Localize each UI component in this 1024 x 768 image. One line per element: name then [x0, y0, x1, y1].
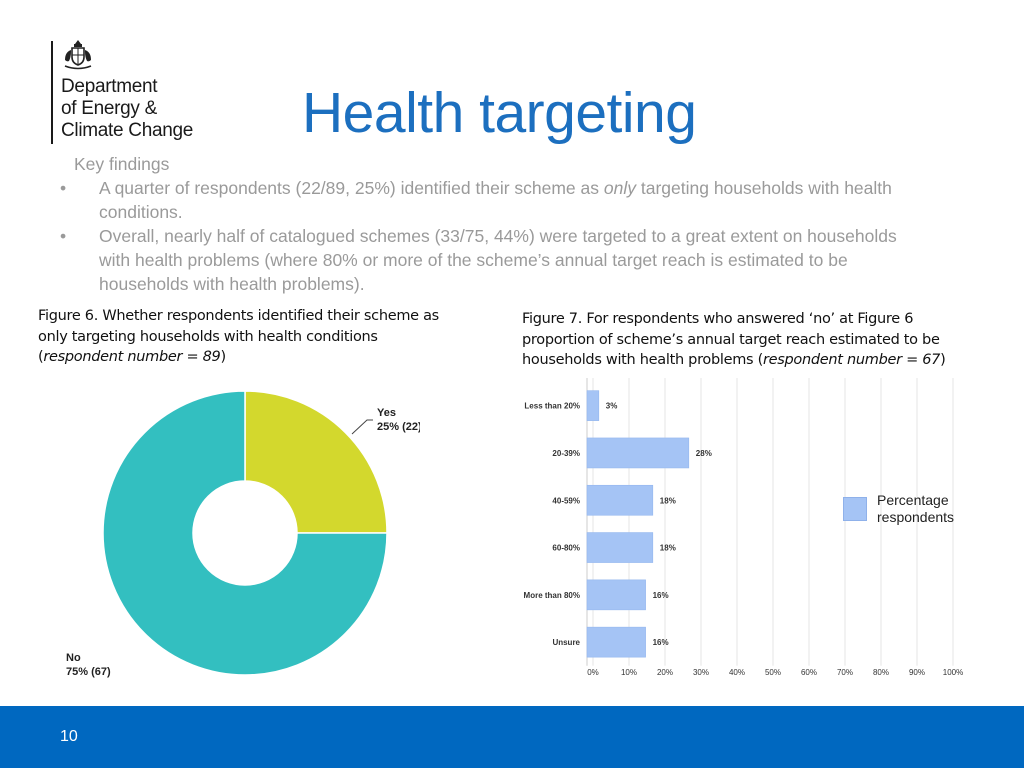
- bar-xtick-label: 30%: [693, 668, 709, 677]
- bar-xtick-label: 80%: [873, 668, 889, 677]
- donut-chart-container: Yes 25% (22) No 75% (67): [60, 390, 422, 690]
- footer-bar: 10: [0, 706, 1024, 768]
- bar-xtick-label: 40%: [729, 668, 745, 677]
- finding-text-1b: targeting households with health conditi…: [99, 178, 892, 222]
- pie-label-yes-value: 25% (22): [377, 421, 420, 433]
- pie-label-yes-name: Yes: [377, 407, 396, 419]
- bar-value-label: 16%: [653, 638, 669, 647]
- figure6-caption-italic: respondent number = 89: [43, 349, 221, 365]
- bar-value-label: 18%: [660, 544, 676, 553]
- page-number: 10: [60, 728, 78, 745]
- bar-xtick-label: 10%: [621, 668, 637, 677]
- donut-chart: Yes 25% (22) No 75% (67): [66, 390, 422, 678]
- bullet-icon: •: [60, 226, 67, 246]
- bar-xtick-label: 90%: [909, 668, 925, 677]
- key-findings-heading: Key findings: [74, 154, 170, 174]
- figure7-caption: Figure 7. For respondents who answered ‘…: [522, 309, 962, 371]
- figure6-caption-text: Figure 6. Whether respondents identified…: [38, 308, 439, 365]
- bar-value-label: 3%: [606, 402, 618, 411]
- finding-text-1a: A quarter of respondents (22/89, 25%) id…: [99, 178, 604, 198]
- figure7-caption-italic: respondent number = 67: [762, 352, 941, 368]
- bar-xtick-label: 70%: [837, 668, 853, 677]
- pie-label-no-value: 75% (67): [66, 666, 111, 678]
- department-name: Department of Energy & Climate Change: [61, 76, 193, 142]
- bar-chart: 0% 10% 20% 30% 40% 50% 60% 70% 80% 90% 100% Less th…: [524, 378, 963, 677]
- bar-xtick-label: 50%: [765, 668, 781, 677]
- pie-leader-line: [351, 419, 373, 435]
- bar-0: [586, 390, 600, 421]
- royal-crest-icon: [64, 40, 92, 70]
- finding-item: • A quarter of respondents (22/89, 25%) i…: [56, 176, 926, 224]
- bar-1: [586, 437, 690, 469]
- legend-swatch: [843, 497, 867, 521]
- bar-xtick-label: 100%: [943, 668, 963, 677]
- bar-4: [586, 579, 646, 611]
- bar-xtick-label: 20%: [657, 668, 673, 677]
- page-title: Health targeting: [302, 81, 697, 145]
- bar-value-label: 28%: [696, 449, 712, 458]
- bar-value-label: 18%: [660, 496, 676, 505]
- figure6-caption: Figure 6. Whether respondents identified…: [38, 306, 458, 368]
- bar-5: [586, 626, 646, 658]
- bar-category-label: 60-80%: [552, 544, 580, 553]
- pie-label-no-name: No: [66, 652, 81, 664]
- finding-item: • Overall, nearly half of catalogued sche…: [56, 224, 926, 296]
- bar-category-label: Less than 20%: [524, 402, 580, 411]
- bar-3: [586, 532, 654, 563]
- bar-xtick-label: 0%: [587, 668, 599, 677]
- bar-2: [586, 484, 654, 516]
- pie-slice-yes: [244, 390, 388, 534]
- bullet-icon: •: [60, 178, 67, 198]
- bar-xtick-label: 60%: [801, 668, 817, 677]
- bar-category-label: 40-59%: [552, 496, 580, 505]
- bar-chart-container: 0% 10% 20% 30% 40% 50% 60% 70% 80% 90% 100% Less th…: [513, 374, 965, 682]
- figure7-caption-text: Figure 7. For respondents who answered ‘…: [522, 311, 940, 368]
- bar-value-label: 16%: [653, 591, 669, 600]
- legend-label: Percentage respondents: [877, 492, 955, 525]
- logo-line-1: Department: [61, 76, 158, 97]
- bar-category-label: 20-39%: [552, 449, 580, 458]
- logo-line-2: of Energy &: [61, 98, 157, 119]
- finding-text-1-emphasis: only: [603, 178, 636, 198]
- logo-divider: [51, 41, 53, 144]
- bar-category-label: More than 80%: [524, 591, 580, 600]
- key-findings-list: • A quarter of respondents (22/89, 25%) i…: [56, 176, 926, 296]
- finding-text-2: Overall, nearly half of catalogued schem…: [99, 226, 897, 294]
- pie-slice-no: [102, 390, 388, 676]
- logo-line-3: Climate Change: [61, 120, 194, 141]
- figure7-caption-end: ): [940, 352, 946, 368]
- figure6-caption-end: ): [220, 349, 226, 365]
- bar-category-label: Unsure: [552, 638, 580, 647]
